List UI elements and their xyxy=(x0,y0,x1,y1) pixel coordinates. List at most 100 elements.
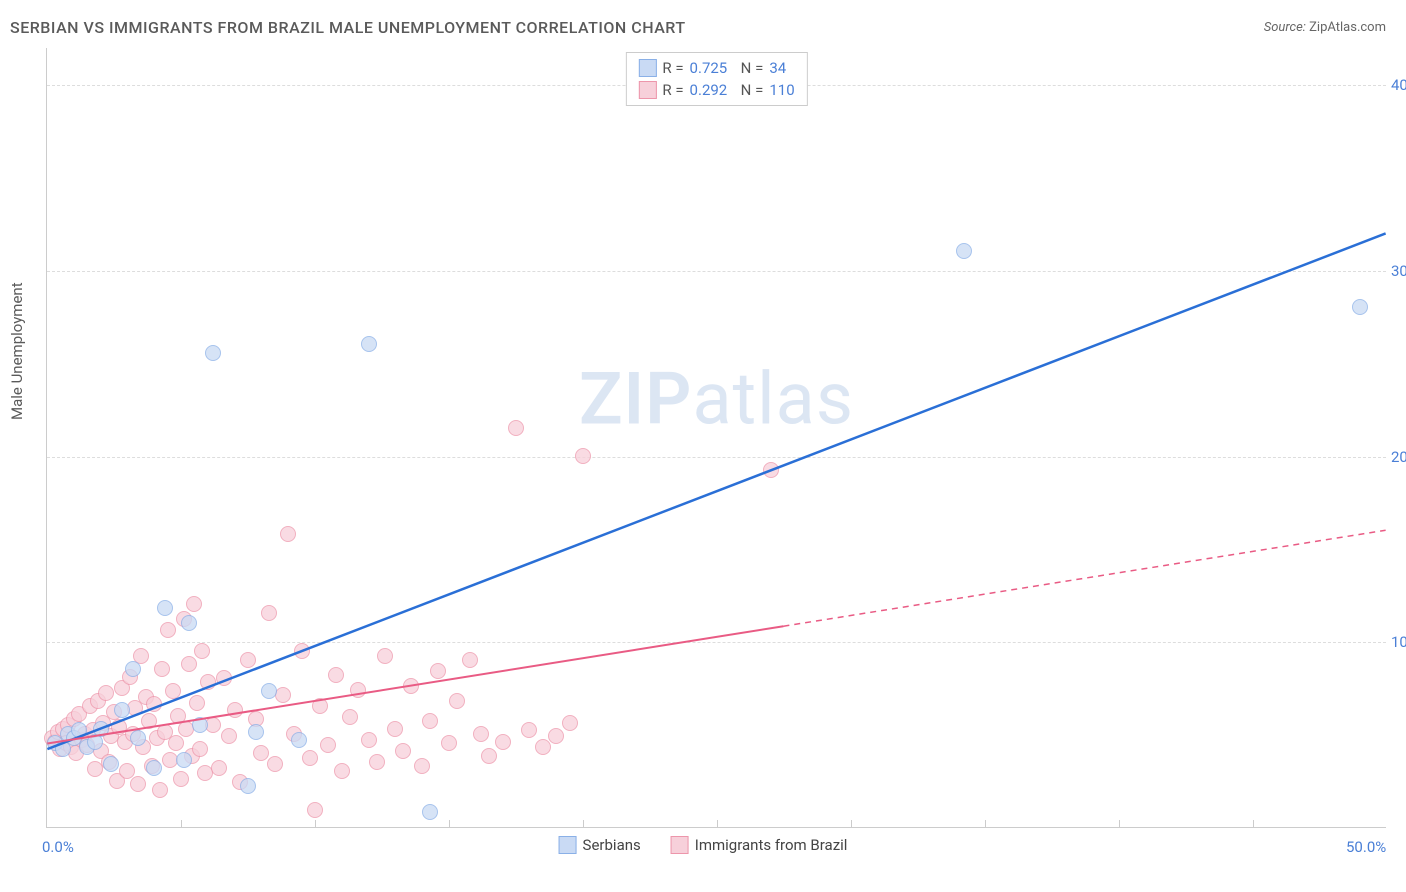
point-b xyxy=(227,702,243,718)
point-a xyxy=(422,804,438,820)
point-b xyxy=(320,737,336,753)
point-b xyxy=(508,420,524,436)
point-b xyxy=(369,754,385,770)
point-b xyxy=(146,696,162,712)
point-a xyxy=(291,732,307,748)
point-b xyxy=(216,670,232,686)
point-b xyxy=(165,683,181,699)
point-a xyxy=(361,336,377,352)
stats-row-a: R = 0.725 N = 34 xyxy=(638,57,794,79)
series-legend: Serbians Immigrants from Brazil xyxy=(559,836,848,854)
point-b xyxy=(154,661,170,677)
legend-item-a: Serbians xyxy=(559,836,641,854)
legend-swatch-b xyxy=(671,836,689,854)
point-b xyxy=(312,698,328,714)
swatch-a xyxy=(638,59,656,77)
point-a xyxy=(192,717,208,733)
point-a xyxy=(157,600,173,616)
point-b xyxy=(395,743,411,759)
point-b xyxy=(253,745,269,761)
point-b xyxy=(328,667,344,683)
point-a xyxy=(125,661,141,677)
point-a xyxy=(261,683,277,699)
x-minor-tick xyxy=(985,820,986,828)
point-a xyxy=(248,724,264,740)
point-b xyxy=(194,643,210,659)
point-b xyxy=(200,674,216,690)
x-minor-tick xyxy=(851,820,852,828)
y-axis-label: Male Unemployment xyxy=(8,282,26,420)
point-a xyxy=(181,615,197,631)
point-b xyxy=(763,462,779,478)
point-b xyxy=(350,682,366,698)
point-b xyxy=(173,771,189,787)
point-b xyxy=(377,648,393,664)
source-label: Source: xyxy=(1264,20,1306,35)
point-b xyxy=(130,776,146,792)
stats-row-b: R = 0.292 N = 110 xyxy=(638,79,794,101)
point-b xyxy=(334,763,350,779)
point-a xyxy=(240,778,256,794)
point-b xyxy=(211,760,227,776)
y-tick-label: 20.0% xyxy=(1391,448,1406,466)
x-minor-tick xyxy=(717,820,718,828)
x-end-label: 50.0% xyxy=(1346,838,1386,856)
point-b xyxy=(280,526,296,542)
source-name: ZipAtlas.com xyxy=(1309,20,1386,35)
x-minor-tick xyxy=(1253,820,1254,828)
x-minor-tick xyxy=(315,820,316,828)
point-b xyxy=(562,715,578,731)
point-b xyxy=(267,756,283,772)
point-b xyxy=(387,721,403,737)
point-b xyxy=(307,802,323,818)
watermark: ZIPatlas xyxy=(579,356,854,441)
point-a xyxy=(146,760,162,776)
point-b xyxy=(294,643,310,659)
x-minor-tick xyxy=(449,820,450,828)
y-tick-label: 30.0% xyxy=(1391,262,1406,280)
swatch-b xyxy=(638,81,656,99)
point-b xyxy=(98,685,114,701)
point-b xyxy=(361,732,377,748)
point-b xyxy=(430,663,446,679)
point-b xyxy=(261,605,277,621)
point-b xyxy=(186,596,202,612)
legend-item-b: Immigrants from Brazil xyxy=(671,836,848,854)
point-b xyxy=(548,728,564,744)
point-a xyxy=(114,702,130,718)
point-a xyxy=(71,722,87,738)
gridline-h xyxy=(47,271,1386,272)
gridline-h xyxy=(47,642,1386,643)
point-b xyxy=(181,656,197,672)
y-tick-label: 40.0% xyxy=(1391,76,1406,94)
point-b xyxy=(342,709,358,725)
point-b xyxy=(192,741,208,757)
point-b xyxy=(481,748,497,764)
point-b xyxy=(240,652,256,668)
point-a xyxy=(1352,299,1368,315)
x-origin-label: 0.0% xyxy=(42,838,74,856)
point-b xyxy=(221,728,237,744)
point-b xyxy=(422,713,438,729)
point-b xyxy=(141,713,157,729)
point-a xyxy=(956,243,972,259)
point-b xyxy=(495,734,511,750)
legend-swatch-a xyxy=(559,836,577,854)
x-minor-tick xyxy=(1119,820,1120,828)
point-a xyxy=(93,721,109,737)
stats-legend: R = 0.725 N = 34 R = 0.292 N = 110 xyxy=(625,52,807,106)
plot-area: ZIPatlas R = 0.725 N = 34 R = 0.292 N = … xyxy=(46,48,1386,828)
trend-lines-svg xyxy=(47,48,1386,827)
point-b xyxy=(521,722,537,738)
gridline-h xyxy=(47,457,1386,458)
point-b xyxy=(449,693,465,709)
point-b xyxy=(462,652,478,668)
point-b xyxy=(189,695,205,711)
point-b xyxy=(473,726,489,742)
point-a xyxy=(130,730,146,746)
x-minor-tick xyxy=(181,820,182,828)
point-b xyxy=(168,735,184,751)
y-tick-label: 10.0% xyxy=(1391,633,1406,651)
point-b xyxy=(535,739,551,755)
point-a xyxy=(176,752,192,768)
